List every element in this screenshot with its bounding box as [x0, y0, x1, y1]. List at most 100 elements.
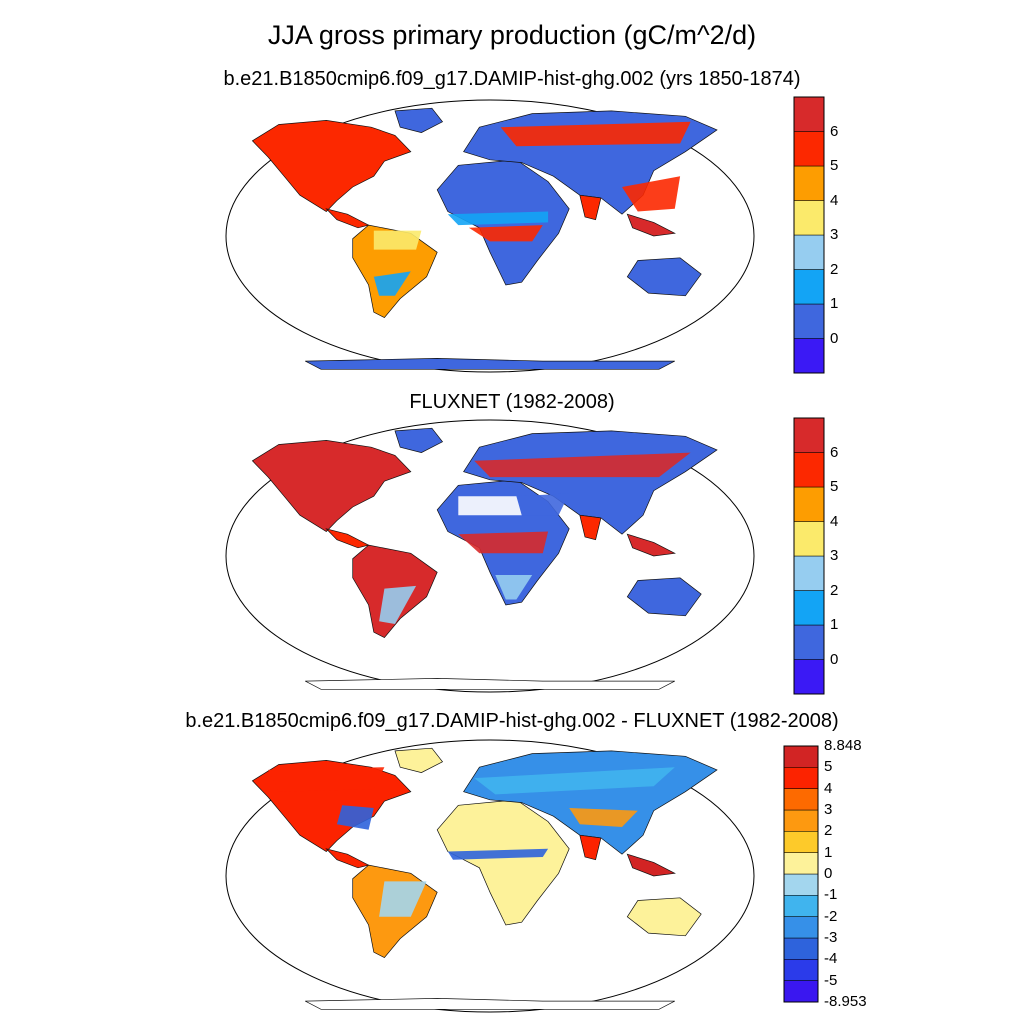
colorbar-tick-label: 1 — [830, 295, 839, 312]
colorbar-tick-label: -1 — [824, 886, 838, 904]
landmass-greenland — [394, 747, 444, 773]
landmass-northAmerica — [251, 120, 412, 212]
landmass-antarctica — [305, 358, 675, 370]
colorbar-swatch — [783, 916, 819, 939]
pattern-region — [500, 121, 691, 147]
map-panel-obs — [225, 419, 755, 693]
landmass-centralAmerica — [325, 528, 370, 549]
colorbar-swatch — [783, 959, 819, 981]
landmass-greenland — [394, 427, 444, 453]
colorbar-swatch — [783, 809, 819, 832]
colorbar-outline — [793, 417, 825, 695]
colorbar-swatch — [793, 234, 825, 270]
colorbar-tick-label: -2 — [824, 907, 838, 925]
colorbar-swatch — [783, 767, 819, 789]
colorbar-model — [793, 96, 825, 374]
colorbar-swatch — [793, 624, 825, 660]
colorbar-tick-label: 6 — [830, 443, 839, 461]
colorbar-swatch — [793, 590, 825, 626]
landmass-greenland — [394, 107, 444, 133]
colorbar-swatch — [793, 165, 825, 201]
landmass-seAsia — [626, 853, 676, 877]
colorbar-swatch — [783, 831, 819, 853]
colorbar-swatch — [783, 895, 819, 917]
colorbar-swatch — [783, 852, 819, 875]
map-panel-model — [225, 99, 755, 373]
landmass-seAsia — [626, 533, 676, 557]
pattern-region — [468, 225, 543, 242]
landmass-india — [579, 834, 602, 861]
colorbar-swatch — [793, 200, 825, 236]
colorbar-tick-label: 6 — [830, 122, 839, 140]
pattern-region — [379, 585, 417, 624]
colorbar-swatch — [793, 452, 825, 488]
colorbar-tick-label: 4 — [830, 191, 839, 209]
colorbar-tick-label: -3 — [824, 929, 838, 946]
landmass-antarctica — [305, 678, 675, 690]
colorbar-tick-label: -5 — [824, 971, 838, 989]
colorbar-tick-label: 1 — [830, 616, 839, 633]
colorbar-tick-label: 3 — [830, 226, 839, 243]
colorbar-tick-label: 0 — [830, 329, 839, 347]
pattern-region — [373, 230, 422, 250]
colorbar-obs — [793, 417, 825, 695]
colorbar-swatch — [793, 521, 825, 557]
colorbar-swatch — [793, 131, 825, 167]
colorbar-diff — [783, 745, 819, 1003]
colorbar-tick-label: 8.848 — [824, 737, 862, 754]
colorbar-outline — [793, 96, 825, 374]
panel-1-title: b.e21.B1850cmip6.f09_g17.DAMIP-hist-ghg.… — [223, 68, 801, 90]
colorbar-tick-label: 2 — [830, 260, 839, 278]
colorbar-swatch — [793, 486, 825, 522]
colorbar-swatch — [793, 303, 825, 339]
colorbar-swatch — [793, 269, 825, 305]
colorbar-tick-label: 1 — [824, 843, 833, 861]
colorbar-outline — [783, 745, 819, 1003]
colorbar-swatch — [793, 659, 825, 695]
pattern-region — [474, 767, 675, 795]
pattern-region — [516, 493, 570, 516]
pattern-region — [373, 271, 411, 296]
pattern-region — [458, 531, 549, 554]
colorbar-tick-label: 5 — [830, 157, 839, 174]
colorbar-swatch — [783, 980, 819, 1003]
landmass-australia — [626, 257, 702, 297]
colorbar-tick-label: -8.953 — [824, 993, 867, 1010]
pattern-region — [268, 767, 385, 792]
colorbar-swatch — [783, 745, 819, 768]
landmass-australia — [626, 897, 702, 937]
colorbar-tick-label: 4 — [824, 779, 833, 797]
figure-title: JJA gross primary production (gC/m^2/d) — [267, 20, 757, 50]
colorbar-swatch — [783, 873, 819, 896]
landmass-centralAmerica — [325, 208, 370, 229]
colorbar-tick-label: 2 — [830, 581, 839, 599]
pattern-region — [569, 808, 638, 827]
colorbar-swatch — [793, 96, 825, 132]
pattern-region — [622, 176, 681, 212]
colorbar-tick-label: 0 — [824, 865, 833, 882]
panel-3-title: b.e21.B1850cmip6.f09_g17.DAMIP-hist-ghg.… — [185, 710, 839, 732]
colorbar-tick-label: 0 — [830, 650, 839, 668]
landmass-antarctica — [305, 998, 675, 1010]
landmass-india — [579, 194, 602, 221]
colorbar-tick-label: 5 — [830, 478, 839, 495]
landmass-india — [579, 514, 602, 541]
colorbar-tick-label: 3 — [830, 547, 839, 564]
colorbar-swatch — [783, 937, 819, 960]
colorbar-tick-label: 3 — [824, 801, 833, 818]
landmass-seAsia — [626, 213, 676, 237]
colorbar-tick-label: 5 — [824, 758, 833, 776]
landmass-centralAmerica — [325, 848, 370, 869]
pattern-region — [474, 452, 691, 478]
pattern-region — [336, 805, 374, 830]
colorbar-swatch — [793, 417, 825, 453]
landmass-australia — [626, 577, 702, 617]
pattern-region — [458, 496, 522, 516]
colorbar-tick-label: -4 — [824, 950, 838, 968]
pattern-region — [447, 211, 549, 226]
panel-2-title: FLUXNET (1982-2008) — [409, 391, 615, 413]
colorbar-swatch — [793, 555, 825, 591]
landmass-northAmerica — [251, 440, 412, 532]
colorbar-tick-label: 4 — [830, 512, 839, 530]
